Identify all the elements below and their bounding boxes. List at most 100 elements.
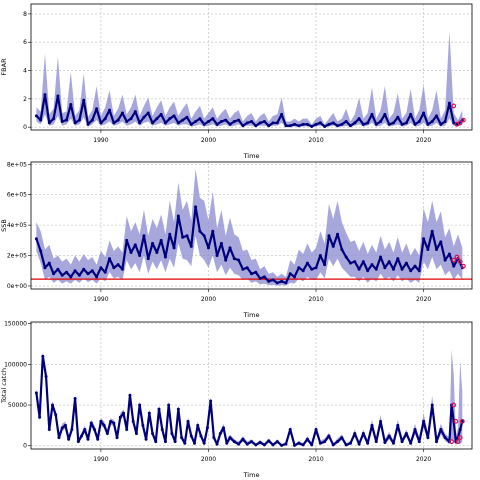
data-point	[245, 266, 249, 270]
data-point	[168, 232, 172, 236]
data-point	[128, 393, 132, 397]
data-point	[151, 121, 155, 125]
data-point	[57, 436, 61, 440]
data-point	[331, 121, 335, 125]
data-point	[267, 439, 271, 443]
data-point	[176, 407, 180, 411]
data-point	[396, 115, 400, 119]
x-tick-label: 1990	[93, 137, 108, 144]
data-point	[155, 117, 159, 121]
confidence-band	[36, 30, 463, 128]
data-point	[301, 443, 305, 447]
data-point	[212, 436, 216, 440]
data-point	[318, 441, 322, 445]
data-point	[344, 255, 348, 259]
x-tick-label: 1990	[93, 456, 108, 463]
data-point	[176, 214, 180, 218]
data-point	[112, 121, 116, 125]
data-point	[422, 419, 426, 423]
data-point	[314, 427, 318, 431]
data-point	[348, 124, 352, 128]
data-point	[400, 267, 404, 271]
data-point	[155, 250, 159, 254]
data-point	[118, 415, 122, 419]
data-point	[198, 117, 202, 121]
data-point	[361, 432, 365, 436]
data-point	[142, 234, 146, 238]
data-point	[86, 122, 90, 126]
data-point	[228, 122, 232, 126]
data-point	[396, 423, 400, 427]
data-point	[387, 122, 391, 126]
data-point	[170, 432, 174, 436]
data-point	[232, 120, 236, 124]
data-point	[267, 279, 271, 283]
data-point	[391, 267, 395, 271]
data-point	[305, 437, 309, 441]
x-tick-label: 2000	[201, 296, 216, 303]
data-point	[357, 267, 361, 271]
data-point	[426, 436, 430, 440]
data-point	[340, 436, 344, 440]
data-point	[64, 118, 68, 122]
data-point	[379, 255, 383, 259]
data-point	[422, 111, 426, 115]
data-point	[323, 440, 327, 444]
data-point	[258, 276, 262, 280]
data-point	[262, 120, 266, 124]
data-point	[60, 426, 64, 430]
data-point	[108, 257, 112, 261]
data-point	[224, 258, 228, 262]
data-point	[73, 397, 77, 401]
data-point	[82, 98, 86, 102]
data-point	[284, 124, 288, 128]
data-point	[172, 246, 176, 250]
data-point	[409, 441, 413, 445]
data-point	[103, 117, 107, 121]
data-point	[447, 101, 451, 105]
data-point	[357, 442, 361, 446]
data-point	[159, 112, 163, 116]
data-point	[323, 263, 327, 267]
data-point	[353, 260, 357, 264]
data-point	[215, 254, 219, 258]
data-point	[241, 124, 245, 128]
y-tick-label: 8	[23, 11, 27, 18]
data-point	[125, 238, 129, 242]
data-point	[95, 107, 99, 111]
data-point	[163, 255, 167, 259]
data-point	[215, 442, 219, 446]
data-point	[211, 229, 215, 233]
data-point	[447, 252, 451, 256]
y-tick-label: 0	[23, 124, 27, 131]
data-point	[426, 247, 430, 251]
grid-lines	[31, 162, 472, 289]
data-point	[133, 243, 137, 247]
data-point	[232, 257, 236, 261]
data-point	[443, 120, 447, 124]
data-point	[288, 427, 292, 431]
recent-point	[451, 402, 457, 408]
data-point	[387, 260, 391, 264]
x-tick-label: 2010	[308, 456, 323, 463]
data-point	[439, 240, 443, 244]
data-point	[112, 266, 116, 270]
grid-lines	[31, 4, 472, 130]
recent-point	[460, 117, 466, 123]
data-point	[245, 442, 249, 446]
data-point	[293, 122, 297, 126]
data-point	[70, 427, 74, 431]
data-point	[396, 257, 400, 261]
x-tick-label: 2020	[416, 296, 431, 303]
data-point	[366, 269, 370, 273]
data-point	[241, 267, 245, 271]
data-point	[374, 440, 378, 444]
data-point	[99, 419, 103, 423]
data-point	[160, 427, 164, 431]
data-point	[206, 246, 210, 250]
data-point	[95, 275, 99, 279]
data-point	[180, 436, 184, 440]
data-point	[293, 443, 297, 447]
data-point	[374, 267, 378, 271]
y-tick-label: 150000	[4, 321, 27, 328]
